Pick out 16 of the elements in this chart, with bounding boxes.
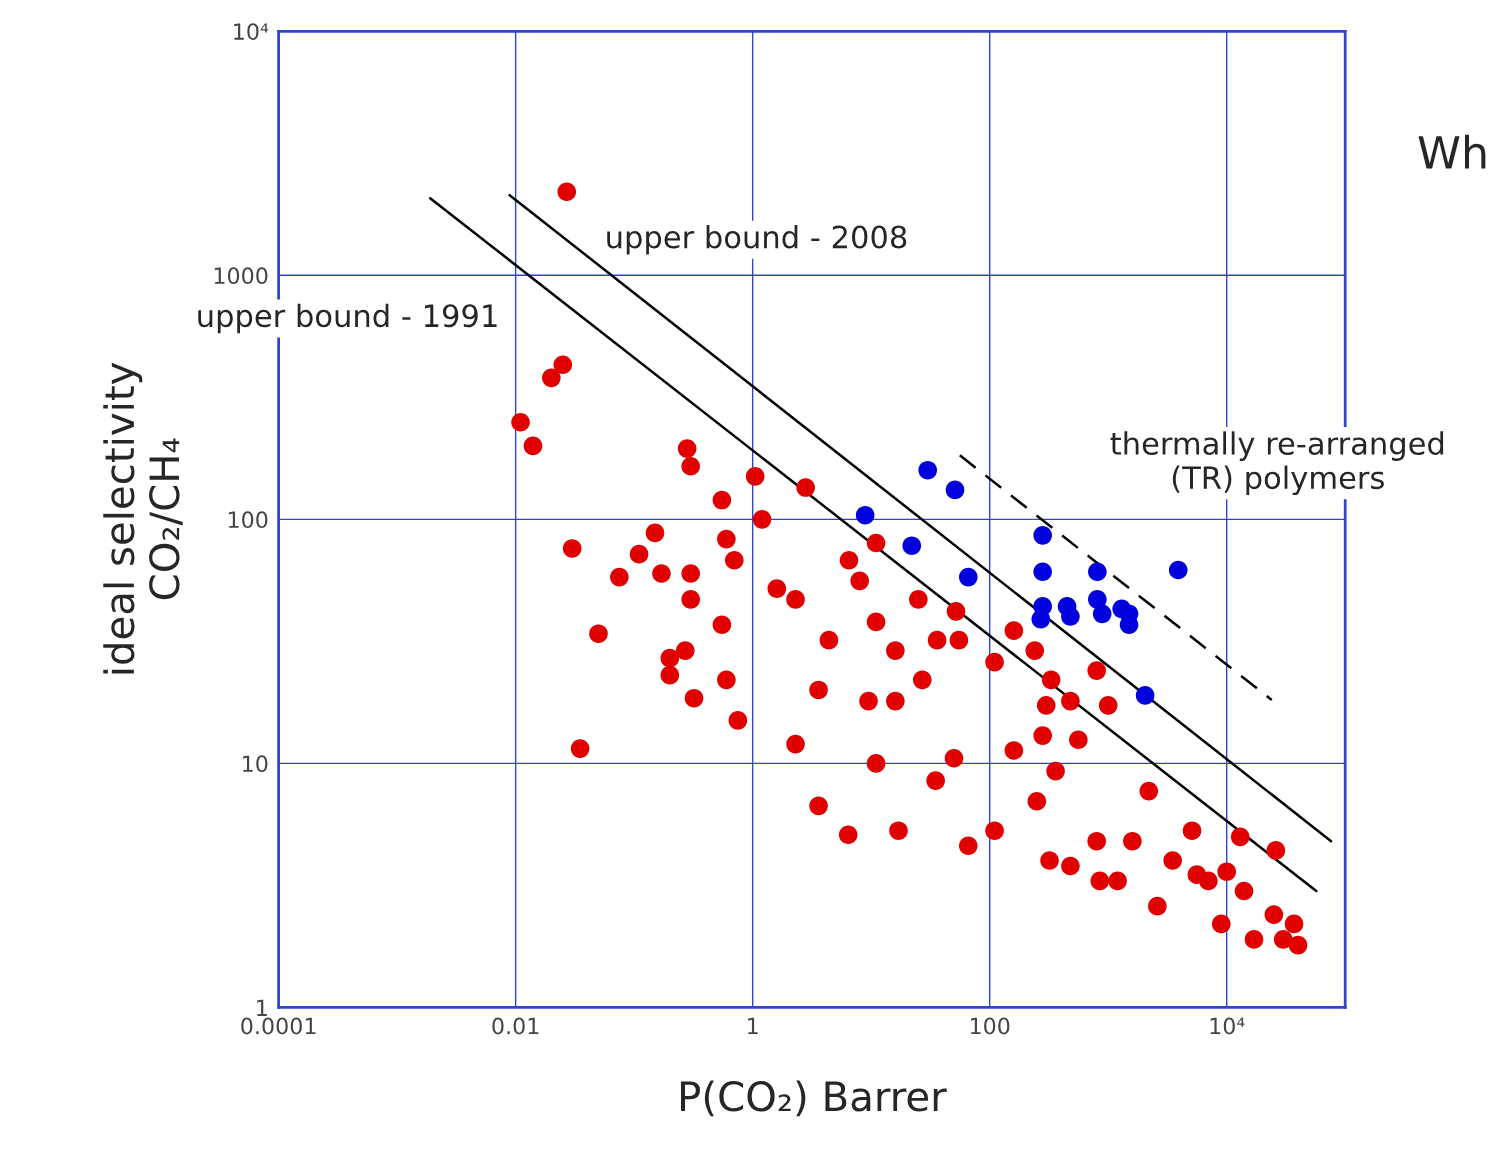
y-tick-label: 1000 (214, 267, 268, 285)
x-tick-label: 100 (970, 1017, 1010, 1035)
x-tick-label: 1 (748, 1017, 758, 1035)
y-tick-label: 1 (257, 999, 267, 1016)
y-tick-label: 10 (243, 755, 268, 773)
y-axis-title: ideal selectivity CO₂/CH₄ (103, 362, 183, 674)
y-tick-label: 10⁴ (234, 23, 269, 41)
y-tick-label: 100 (228, 511, 268, 529)
x-axis-title: P(CO₂) Barrer (681, 1080, 947, 1117)
annotation: upper bound - 2008 (607, 224, 907, 255)
x-tick-label: 10⁴ (1210, 1017, 1245, 1035)
x-tick-label: 0.0001 (241, 1017, 316, 1035)
annotation: thermally re-arranged (TR) polymers (1110, 431, 1444, 496)
annotation: upper bound - 1991 (198, 303, 497, 334)
text: Wh (1418, 134, 1486, 169)
x-tick-label: 0.01 (492, 1017, 539, 1035)
